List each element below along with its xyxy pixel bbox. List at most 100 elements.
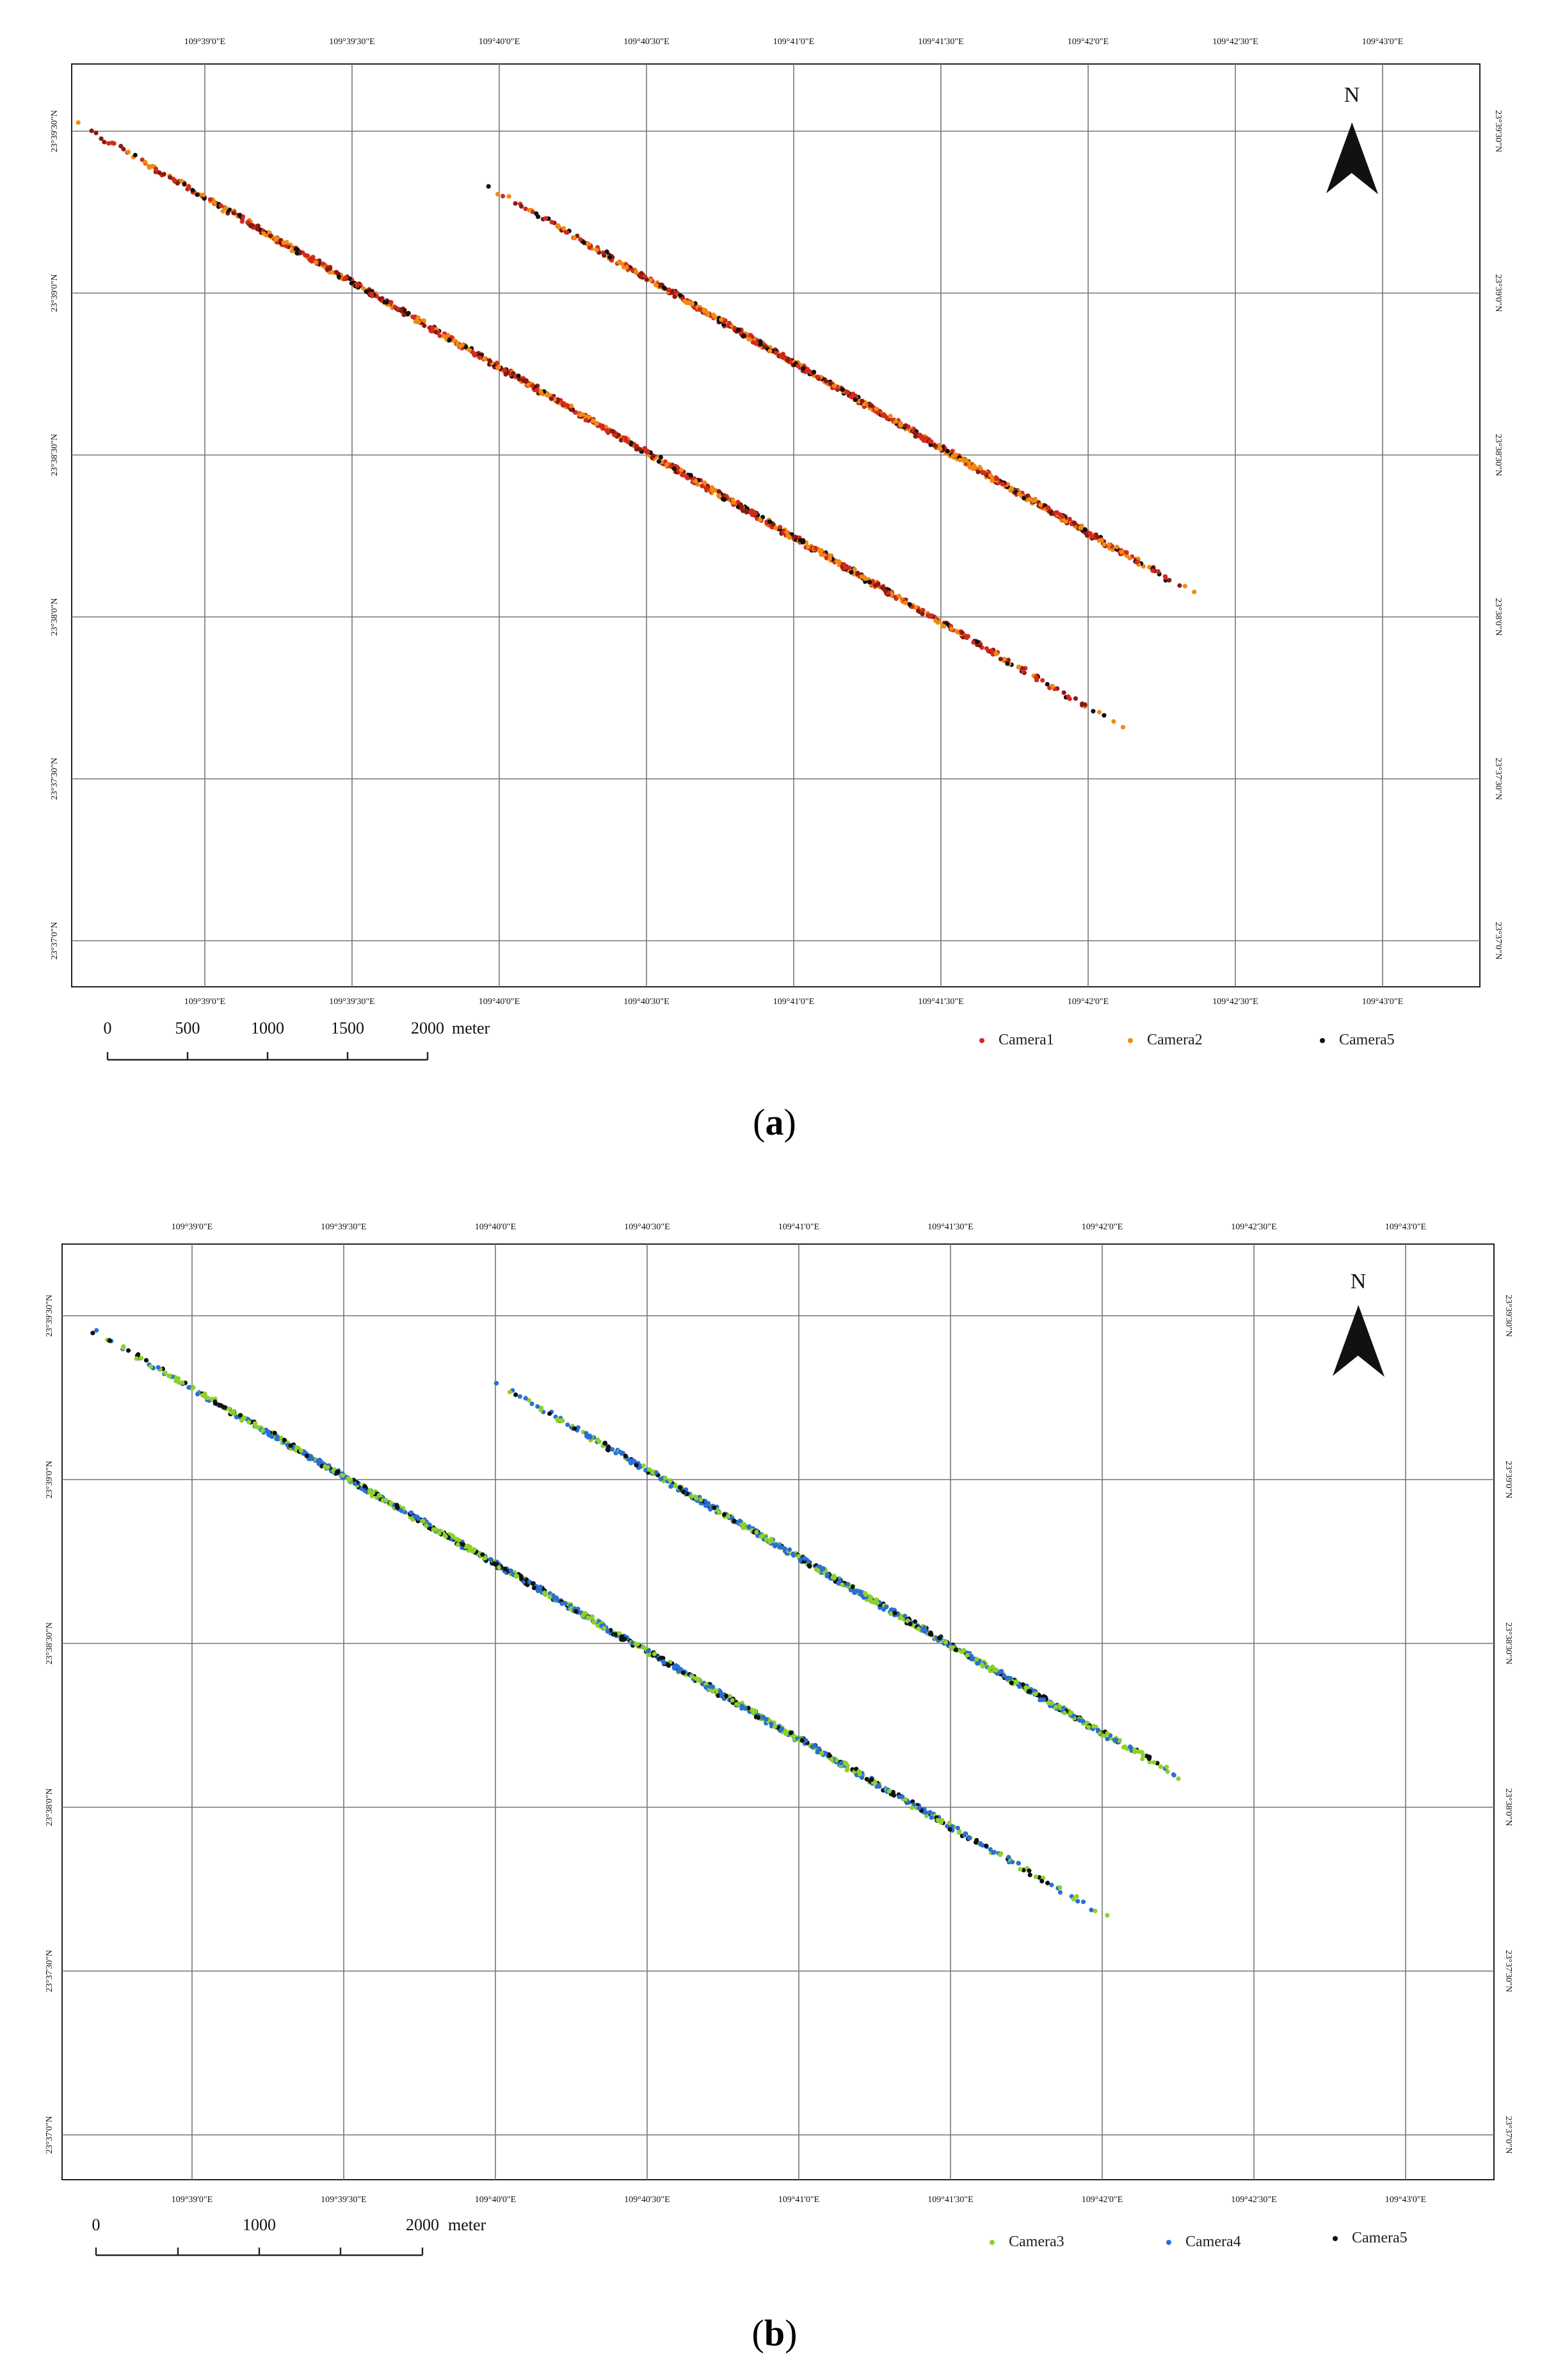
lon-tick-bottom: 109°42'30"E [1212,997,1258,1007]
legend-dot-icon [1320,1037,1325,1043]
exposure-point [828,381,833,387]
exposure-point [913,1619,918,1624]
exposure-point [1062,1711,1067,1716]
exposure-point [652,1651,657,1657]
lon-tick-top: 109°41'30"E [927,1222,974,1232]
lon-tick-bottom: 109°41'0"E [773,997,815,1007]
exposure-point [147,165,152,170]
exposure-point [971,640,976,645]
exposure-point [947,1821,952,1826]
exposure-point [1158,1764,1163,1769]
exposure-point [789,1730,794,1736]
exposure-point [662,1475,668,1480]
exposure-point [495,191,501,196]
exposure-point [742,1522,747,1527]
exposure-point [1152,1760,1157,1765]
exposure-point [274,236,280,241]
exposure-point [974,1838,979,1843]
exposure-point [750,1707,755,1713]
exposure-point [1045,506,1050,511]
exposure-point [486,184,491,189]
exposure-point [242,1416,247,1421]
exposure-point [938,446,943,452]
exposure-point [309,259,314,264]
exposure-point [823,379,829,384]
exposure-point [753,511,758,516]
lon-tick-bottom: 109°43'0"E [1384,2195,1427,2205]
legend-label: Camera1 [999,1032,1054,1048]
lat-tick-left: 23°39'30"N [50,110,60,152]
exposure-point [623,1453,628,1458]
lon-tick-top: 109°41'30"E [918,37,964,47]
exposure-point [623,435,628,441]
exposure-point [947,1827,952,1832]
exposure-point [1124,550,1129,555]
exposure-point [186,184,191,189]
exposure-point [561,226,566,231]
exposure-point [980,1842,985,1848]
exposure-point [651,454,656,459]
exposure-point [586,414,591,419]
lon-tick-bottom: 109°39'30"E [321,2195,367,2205]
exposure-point [1010,1860,1015,1865]
exposure-point [616,433,621,438]
exposure-point [272,1430,277,1435]
exposure-point [988,1847,993,1852]
exposure-point [607,255,613,260]
exposure-point [282,1437,287,1442]
exposure-point [132,152,138,157]
exposure-point [857,1771,862,1777]
exposure-point [517,1394,522,1399]
exposure-point [658,454,663,460]
exposure-point [529,1402,534,1407]
exposure-point [732,1519,737,1524]
exposure-point [433,330,438,335]
exposure-point [502,1567,508,1572]
exposure-point [945,449,950,454]
exposure-point [207,197,213,202]
lat-tick-left: 23°38'30"N [50,434,60,476]
exposure-point [869,1777,874,1782]
exposure-point [744,509,749,515]
exposure-point [1105,1731,1110,1736]
exposure-point [839,1761,844,1766]
lat-tick-right: 23°38'0"N [1493,598,1503,636]
exposure-point [442,1533,447,1538]
exposure-point [845,1582,850,1587]
scale-label: 1500 [331,1019,364,1037]
exposure-point [682,298,687,303]
exposure-point [1176,1776,1181,1781]
exposure-point [340,1473,345,1478]
exposure-point [1165,1769,1170,1774]
exposure-point [157,170,162,175]
exposure-point [950,449,955,454]
exposure-point [993,651,999,656]
exposure-point [107,1338,112,1343]
exposure-point [413,1514,418,1519]
exposure-point [1033,1691,1038,1697]
exposure-point [355,282,360,287]
exposure-point [647,1467,652,1472]
exposure-point [825,1572,830,1577]
exposure-point [778,525,783,530]
exposure-point [664,462,670,467]
exposure-point [288,1443,293,1448]
exposure-point [725,1513,730,1519]
exposure-point [722,1512,727,1517]
exposure-point [255,1425,261,1430]
exposure-point [969,1654,974,1659]
lon-tick-top: 109°40'0"E [474,1222,517,1232]
exposure-point [874,406,879,411]
exposure-point [604,249,609,254]
exposure-point [991,1850,996,1855]
exposure-point [195,1391,200,1397]
lat-tick-right: 23°39'30"N [1504,1295,1513,1337]
exposure-point [237,212,242,218]
exposure-point [903,1613,908,1618]
exposure-point [294,247,300,252]
camera-exposure-points [90,1328,1181,1918]
exposure-point [1031,499,1036,504]
exposure-point [927,1810,933,1815]
exposure-point [723,1693,729,1698]
exposure-point [899,423,904,428]
